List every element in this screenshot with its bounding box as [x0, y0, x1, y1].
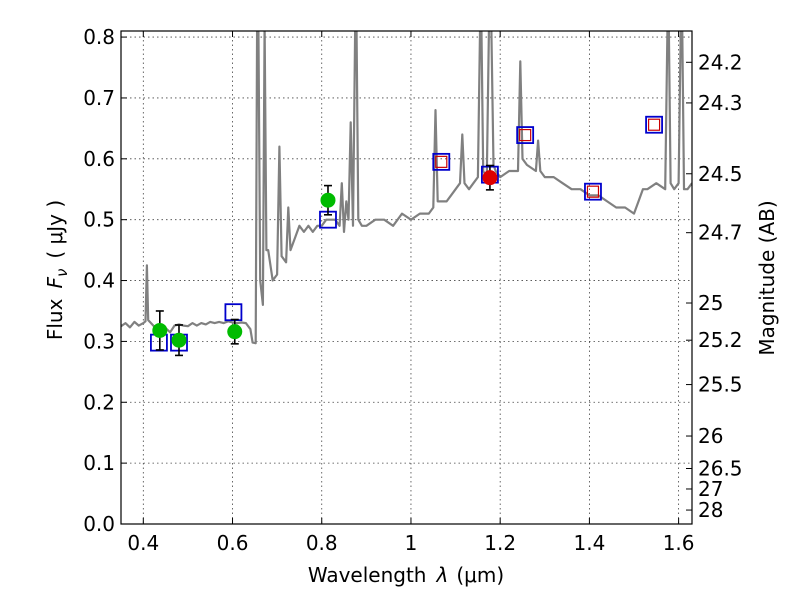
model-flux-square — [432, 152, 451, 171]
y-tick-label: 0.3 — [83, 329, 115, 353]
plot-frame — [120, 30, 693, 525]
model-flux-square — [516, 126, 535, 144]
x-tick-label: 0.8 — [306, 531, 338, 555]
y2-tick-label: 24.3 — [698, 91, 743, 115]
x-tick-label: 0.6 — [217, 531, 249, 555]
y-tick-label: 0.1 — [83, 451, 115, 475]
grid — [121, 31, 692, 525]
ticks: 0.4 0.6 0.8 1 1.2 1.4 1.6 0.0 0.1 0.2 0.3 0.4 0.5 0.6… — [83, 25, 742, 555]
y-tick-label: 0.8 — [83, 25, 115, 49]
observed-flux-point — [152, 322, 168, 338]
observed-flux-point — [320, 192, 336, 208]
y2-tick-label: 26.5 — [698, 456, 743, 480]
plot-area — [121, 31, 692, 357]
x-axis-label: Wavelength λ (μm) — [308, 563, 504, 587]
y2-axis-label: Magnitude (AB) — [755, 200, 779, 355]
x-tick-label: 1.6 — [663, 531, 695, 555]
model-flux-square — [645, 115, 663, 134]
observed-flux-point — [171, 332, 187, 348]
y2-tick-label: 25.2 — [698, 328, 743, 352]
y2-tick-label: 24.5 — [698, 162, 743, 186]
x-tick-label: 1.2 — [484, 531, 516, 555]
y-tick-label: 0.0 — [83, 512, 115, 536]
y-axis-label: FluxFν( μJy ) — [43, 200, 71, 340]
observed-flux-point — [227, 324, 243, 340]
model-flux-inner-square — [586, 185, 600, 198]
model-spectrum-line — [121, 31, 692, 345]
y-tick-label: 0.4 — [83, 269, 115, 293]
model-flux-inner-square — [647, 118, 661, 131]
y2-tick-label: 27 — [698, 477, 723, 501]
x-tick-label: 1 — [405, 531, 418, 555]
x-tick-label: 1.4 — [573, 531, 605, 555]
y2-tick-label: 28 — [698, 498, 723, 522]
x-tick-label: 0.4 — [127, 531, 159, 555]
y2-tick-label: 25 — [698, 291, 723, 315]
y2-tick-label: 26 — [698, 424, 723, 448]
y-tick-label: 0.5 — [83, 208, 115, 232]
y2-tick-label: 24.2 — [698, 50, 743, 74]
y-tick-label: 0.2 — [83, 390, 115, 414]
y2-tick-label: 24.7 — [698, 221, 743, 245]
model-flux-inner-square — [435, 155, 448, 168]
y-tick-label: 0.6 — [83, 147, 115, 171]
model-flux-square — [584, 182, 602, 201]
y-tick-label: 0.7 — [83, 86, 115, 110]
observed-flux-point — [482, 170, 498, 186]
model-flux-inner-square — [519, 128, 532, 142]
y2-tick-label: 25.5 — [698, 373, 743, 397]
